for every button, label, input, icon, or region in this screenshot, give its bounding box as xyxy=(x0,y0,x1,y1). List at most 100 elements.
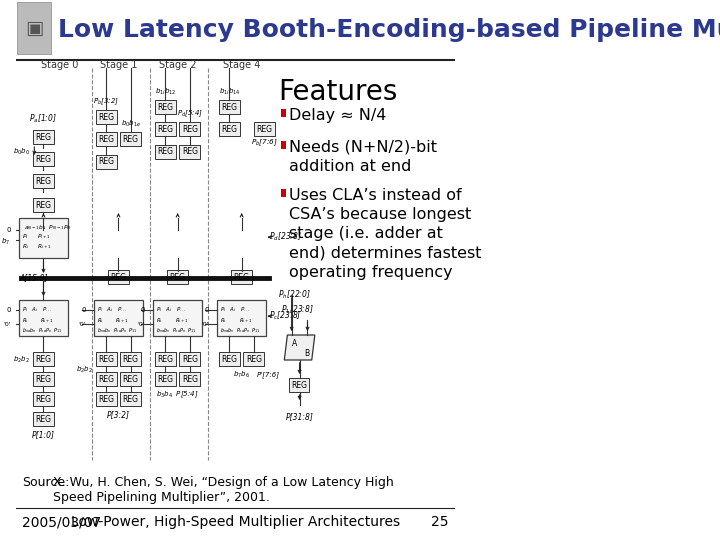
Text: $b_0b_0$: $b_0b_0$ xyxy=(13,147,30,157)
Text: $P_i$   $A_i$   $P_{...}$: $P_i$ $A_i$ $P_{...}$ xyxy=(156,305,186,314)
Text: $P_a$[1:0]: $P_a$[1:0] xyxy=(30,112,58,125)
Text: $R_{i+1}$: $R_{i+1}$ xyxy=(40,316,54,325)
Text: $P_{i+1}$: $P_{i+1}$ xyxy=(37,232,51,241)
FancyBboxPatch shape xyxy=(219,352,240,366)
Text: Source:: Source: xyxy=(22,476,70,489)
Text: '0': '0' xyxy=(3,321,11,327)
Text: REG: REG xyxy=(99,158,114,166)
FancyBboxPatch shape xyxy=(33,130,54,144)
FancyBboxPatch shape xyxy=(219,100,240,114)
FancyBboxPatch shape xyxy=(179,145,200,159)
FancyBboxPatch shape xyxy=(96,110,117,124)
FancyBboxPatch shape xyxy=(289,378,310,392)
Text: REG: REG xyxy=(99,112,114,122)
FancyBboxPatch shape xyxy=(33,412,54,426)
FancyBboxPatch shape xyxy=(155,372,176,386)
Text: $b_{na}b_n$  $P_{na}P_n$  $P_{11}$: $b_{na}b_n$ $P_{na}P_n$ $P_{11}$ xyxy=(220,326,261,335)
Text: $P_1$[23:8]: $P_1$[23:8] xyxy=(282,303,314,316)
Text: Stage 1: Stage 1 xyxy=(100,60,138,70)
Text: REG: REG xyxy=(99,395,114,403)
Text: ▣: ▣ xyxy=(25,18,43,37)
FancyBboxPatch shape xyxy=(33,352,54,366)
Text: $P_d$[5:4]: $P_d$[5:4] xyxy=(177,109,203,119)
FancyBboxPatch shape xyxy=(120,352,141,366)
Text: $b_2b_2$: $b_2b_2$ xyxy=(13,355,30,365)
Text: $P_c$[23:8]: $P_c$[23:8] xyxy=(269,310,302,322)
Text: $b_{1i}b_{14}$: $b_{1i}b_{14}$ xyxy=(219,87,240,97)
Text: Delay ≈ N/4: Delay ≈ N/4 xyxy=(289,108,387,123)
Text: P[3:2]: P[3:2] xyxy=(107,410,130,419)
FancyBboxPatch shape xyxy=(94,300,143,336)
Text: REG: REG xyxy=(35,415,52,423)
Polygon shape xyxy=(284,335,315,360)
Text: X. Wu, H. Chen, S. Wei, “Design of a Low Latency High
Speed Pipelining Multiplie: X. Wu, H. Chen, S. Wei, “Design of a Low… xyxy=(53,476,393,504)
FancyBboxPatch shape xyxy=(243,352,264,366)
Text: $R_i$: $R_i$ xyxy=(97,316,104,325)
Text: 0: 0 xyxy=(204,307,209,313)
Text: REG: REG xyxy=(110,273,127,281)
FancyBboxPatch shape xyxy=(33,174,54,188)
Text: REG: REG xyxy=(122,395,139,403)
Text: $P_i$   $A_i$   $P_{...}$: $P_i$ $A_i$ $P_{...}$ xyxy=(220,305,251,314)
Text: REG: REG xyxy=(35,132,52,141)
Bar xyxy=(281,141,286,149)
FancyBboxPatch shape xyxy=(179,352,200,366)
Text: REG: REG xyxy=(99,354,114,363)
Text: REG: REG xyxy=(35,177,52,186)
Text: $P_b$[7:6]: $P_b$[7:6] xyxy=(251,138,278,149)
Text: REG: REG xyxy=(182,125,198,133)
FancyBboxPatch shape xyxy=(167,270,188,284)
FancyBboxPatch shape xyxy=(179,122,200,136)
Text: REG: REG xyxy=(35,200,52,210)
Text: REG: REG xyxy=(256,125,272,133)
Text: REG: REG xyxy=(182,354,198,363)
Text: REG: REG xyxy=(99,375,114,383)
Text: $P_i$: $P_i$ xyxy=(22,232,29,241)
Text: Stage 0: Stage 0 xyxy=(41,60,78,70)
Bar xyxy=(17,2,51,54)
Text: REG: REG xyxy=(122,375,139,383)
Text: A: A xyxy=(292,339,297,348)
Text: $b_{na}b_n$  $P_{na}P_n$  $P_{11}$: $b_{na}b_n$ $P_{na}P_n$ $P_{11}$ xyxy=(22,326,63,335)
Text: 2005/03/07: 2005/03/07 xyxy=(22,515,102,529)
FancyBboxPatch shape xyxy=(155,122,176,136)
Text: REG: REG xyxy=(246,354,262,363)
FancyBboxPatch shape xyxy=(219,122,240,136)
Text: 0: 0 xyxy=(6,227,11,233)
Text: $R_i$: $R_i$ xyxy=(22,316,29,325)
Text: $b_{na}b_n$  $P_{na}P_n$  $P_{11}$: $b_{na}b_n$ $P_{na}P_n$ $P_{11}$ xyxy=(156,326,197,335)
FancyBboxPatch shape xyxy=(155,352,176,366)
FancyBboxPatch shape xyxy=(120,392,141,406)
FancyBboxPatch shape xyxy=(231,270,252,284)
Text: Uses CLA’s instead of
CSA’s because longest
stage (i.e. adder at
end) determines: Uses CLA’s instead of CSA’s because long… xyxy=(289,188,482,280)
Text: $b_{na}b_n$  $P_{na}P_n$  $P_{11}$: $b_{na}b_n$ $P_{na}P_n$ $P_{11}$ xyxy=(97,326,138,335)
FancyBboxPatch shape xyxy=(96,372,117,386)
FancyBboxPatch shape xyxy=(155,100,176,114)
Text: 25: 25 xyxy=(431,515,449,529)
Text: REG: REG xyxy=(170,273,186,281)
FancyBboxPatch shape xyxy=(96,392,117,406)
FancyBboxPatch shape xyxy=(120,372,141,386)
Text: $R_{i+1}$: $R_{i+1}$ xyxy=(238,316,252,325)
FancyBboxPatch shape xyxy=(96,352,117,366)
FancyBboxPatch shape xyxy=(217,300,266,336)
Text: REG: REG xyxy=(35,354,52,363)
Text: $P_h$[22:0]: $P_h$[22:0] xyxy=(278,289,311,301)
Text: P'[7:6]: P'[7:6] xyxy=(257,372,280,379)
FancyBboxPatch shape xyxy=(96,155,117,169)
FancyBboxPatch shape xyxy=(19,300,68,336)
Text: $b_{1i}b_{12}$: $b_{1i}b_{12}$ xyxy=(155,87,176,97)
Text: $R_i$: $R_i$ xyxy=(220,316,228,325)
Text: REG: REG xyxy=(122,134,139,144)
Text: $R_{i+1}$: $R_{i+1}$ xyxy=(115,316,129,325)
Text: '0': '0' xyxy=(201,321,209,327)
Text: P[1:0]: P[1:0] xyxy=(32,430,55,439)
FancyBboxPatch shape xyxy=(96,132,117,146)
Text: $R_{i+1}$: $R_{i+1}$ xyxy=(37,242,52,251)
Text: $b_3b_4$  P[5:4]: $b_3b_4$ P[5:4] xyxy=(156,390,199,401)
Text: REG: REG xyxy=(35,154,52,164)
Text: $b_7b_6$: $b_7b_6$ xyxy=(233,370,250,380)
Text: $R_i$: $R_i$ xyxy=(22,242,30,251)
Text: $b_7$: $b_7$ xyxy=(1,237,11,247)
Text: REG: REG xyxy=(158,375,174,383)
